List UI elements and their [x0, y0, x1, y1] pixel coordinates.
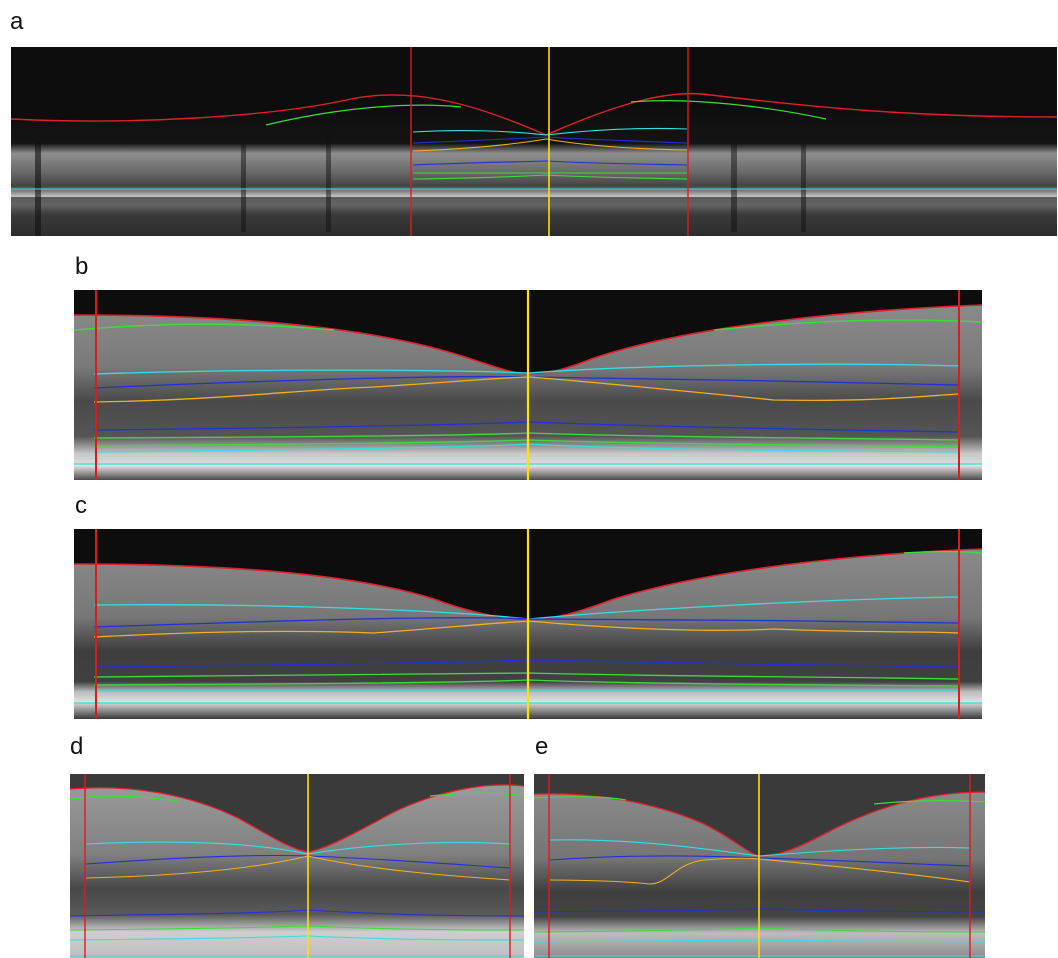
oct-scan-a-image — [11, 47, 1057, 236]
panel-label-d: d — [70, 733, 84, 760]
oct-scan-panel-e — [534, 774, 985, 958]
panel-label-e: e — [535, 733, 549, 760]
oct-scan-e-image — [534, 774, 985, 958]
panel-label-c: c — [75, 492, 87, 519]
oct-scan-c-image — [74, 529, 982, 719]
panel-label-b: b — [75, 253, 89, 280]
oct-scan-panel-a — [11, 47, 1057, 236]
oct-scan-b-image — [74, 290, 982, 480]
oct-scan-d-image — [70, 774, 524, 958]
panel-label-a: a — [10, 8, 24, 35]
oct-scan-panel-b — [74, 290, 982, 480]
oct-scan-panel-c — [74, 529, 982, 719]
oct-scan-panel-d — [70, 774, 524, 958]
